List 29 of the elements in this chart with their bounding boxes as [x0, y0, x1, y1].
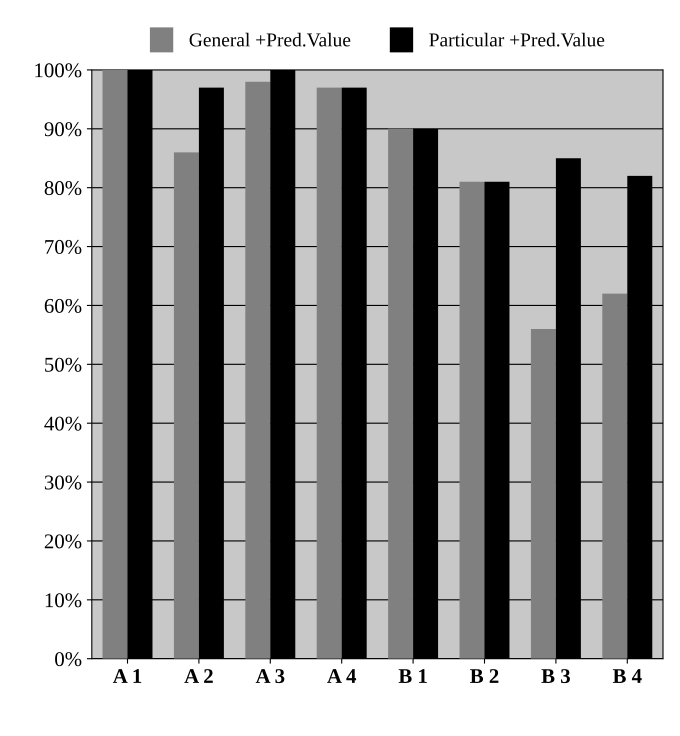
x-tick-label: B 4 — [612, 669, 642, 683]
bar — [388, 128, 414, 659]
y-tick-label: 100% — [35, 63, 82, 78]
bar — [460, 182, 484, 659]
x-tick-label: B 1 — [398, 669, 427, 683]
bar — [316, 88, 342, 659]
legend-label: General +Pred.Value — [190, 32, 350, 47]
bar — [102, 70, 128, 659]
y-tick-label: 0% — [55, 652, 82, 666]
x-tick-label: A 1 — [112, 669, 142, 683]
y-tick-label: 80% — [44, 181, 82, 196]
bar — [174, 152, 199, 659]
x-tick-label: A 3 — [256, 669, 284, 684]
y-tick-label: 70% — [45, 240, 82, 254]
y-tick-label: 40% — [44, 416, 82, 431]
bar — [530, 328, 556, 659]
x-tick-label: B 2 — [470, 669, 498, 683]
legend-label: Particular +Pred.Value — [429, 32, 604, 47]
bar — [245, 82, 270, 659]
bar — [602, 294, 628, 659]
y-tick-label: 50% — [45, 358, 82, 372]
x-tick-label: B 3 — [541, 669, 570, 684]
x-tick-label: A 2 — [184, 669, 213, 683]
y-tick-label: 10% — [46, 593, 82, 608]
y-tick-label: 90% — [44, 122, 82, 136]
y-tick-label: 20% — [44, 534, 82, 548]
y-tick-label: 60% — [44, 298, 82, 313]
y-tick-label: 30% — [44, 475, 82, 490]
x-tick-label: A 4 — [327, 669, 356, 683]
